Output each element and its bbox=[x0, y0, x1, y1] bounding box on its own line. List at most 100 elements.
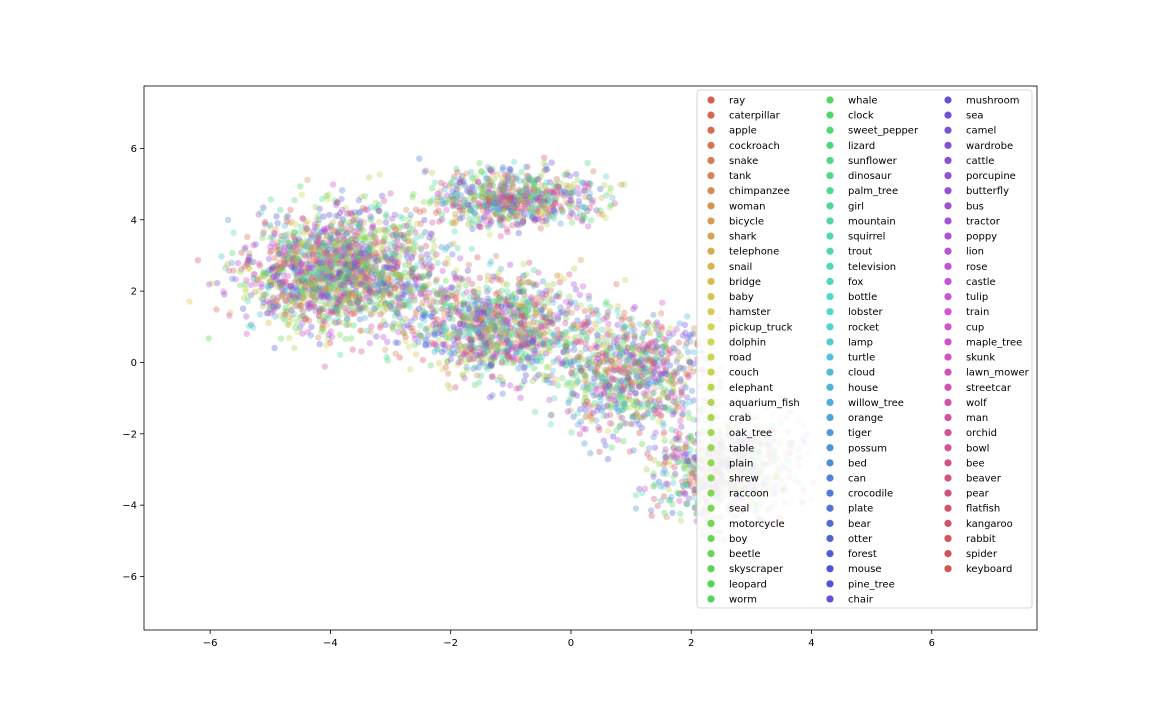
data-point bbox=[365, 266, 372, 274]
data-point bbox=[604, 312, 611, 319]
data-point bbox=[683, 501, 691, 508]
data-point bbox=[417, 322, 424, 329]
data-point bbox=[449, 284, 456, 291]
data-point bbox=[320, 278, 328, 286]
data-point bbox=[281, 311, 288, 318]
data-point bbox=[264, 282, 271, 290]
data-point bbox=[497, 276, 504, 284]
data-point bbox=[638, 424, 645, 431]
data-point bbox=[681, 465, 689, 472]
data-point bbox=[274, 284, 282, 291]
data-point bbox=[326, 265, 333, 272]
data-point bbox=[614, 303, 622, 310]
data-point bbox=[357, 274, 365, 282]
data-point bbox=[335, 318, 342, 326]
data-point bbox=[593, 370, 600, 377]
data-point bbox=[461, 315, 469, 322]
data-point bbox=[250, 271, 258, 278]
data-point bbox=[258, 281, 265, 288]
data-point bbox=[313, 215, 320, 222]
data-point bbox=[313, 223, 321, 230]
data-point bbox=[425, 341, 433, 348]
data-point bbox=[660, 343, 667, 350]
data-point bbox=[595, 351, 602, 359]
data-point bbox=[557, 360, 565, 368]
data-point bbox=[508, 296, 515, 304]
data-point bbox=[421, 309, 428, 316]
data-point bbox=[316, 287, 324, 294]
data-point bbox=[434, 194, 442, 201]
data-point bbox=[335, 310, 342, 317]
data-point bbox=[401, 301, 409, 308]
data-point bbox=[214, 279, 221, 287]
data-point bbox=[451, 341, 458, 348]
data-point bbox=[243, 313, 250, 320]
data-point bbox=[367, 328, 375, 335]
data-point bbox=[654, 349, 661, 356]
data-point bbox=[441, 346, 448, 353]
data-point bbox=[406, 303, 414, 311]
data-point bbox=[670, 368, 677, 376]
data-point bbox=[550, 280, 557, 288]
data-point bbox=[321, 236, 328, 244]
data-point bbox=[489, 341, 497, 348]
data-point bbox=[453, 289, 460, 297]
data-point bbox=[453, 294, 460, 301]
data-point bbox=[500, 181, 507, 188]
data-point bbox=[558, 190, 565, 197]
data-point bbox=[550, 207, 558, 214]
data-point bbox=[608, 374, 616, 382]
data-point bbox=[531, 349, 539, 357]
data-point bbox=[539, 353, 546, 360]
data-point bbox=[653, 319, 661, 326]
data-point bbox=[683, 500, 690, 507]
data-point bbox=[300, 287, 307, 294]
data-point bbox=[456, 215, 463, 222]
data-point bbox=[652, 355, 659, 363]
data-point bbox=[598, 194, 605, 202]
data-point bbox=[361, 314, 369, 322]
data-point bbox=[445, 307, 452, 314]
data-point bbox=[238, 266, 245, 273]
data-point bbox=[552, 200, 559, 207]
data-point bbox=[396, 354, 403, 361]
data-point bbox=[245, 323, 253, 330]
data-point bbox=[358, 240, 366, 248]
data-point bbox=[251, 288, 258, 296]
data-point bbox=[402, 333, 409, 341]
data-point bbox=[290, 240, 298, 248]
data-point bbox=[558, 205, 565, 212]
data-point bbox=[505, 304, 512, 312]
data-point bbox=[671, 346, 679, 353]
data-point bbox=[339, 245, 347, 253]
data-point bbox=[458, 178, 465, 185]
data-point bbox=[349, 248, 357, 255]
data-point bbox=[615, 346, 622, 353]
data-point bbox=[658, 323, 665, 330]
data-point bbox=[644, 450, 651, 457]
data-point bbox=[337, 252, 344, 260]
data-point bbox=[524, 356, 531, 363]
data-point bbox=[486, 198, 493, 205]
data-point bbox=[348, 295, 355, 302]
data-point bbox=[457, 341, 464, 349]
data-point bbox=[581, 440, 588, 447]
data-point bbox=[473, 316, 481, 323]
data-point bbox=[602, 442, 609, 449]
data-point bbox=[657, 371, 664, 378]
data-point bbox=[299, 298, 306, 306]
data-point bbox=[368, 288, 376, 295]
data-point bbox=[327, 267, 335, 274]
data-point bbox=[327, 222, 335, 229]
data-point bbox=[385, 264, 392, 271]
data-point bbox=[256, 262, 264, 269]
data-point bbox=[509, 199, 516, 206]
data-point bbox=[450, 270, 457, 277]
data-point bbox=[354, 306, 362, 313]
data-point bbox=[443, 287, 450, 294]
data-point bbox=[509, 195, 516, 202]
data-point bbox=[571, 265, 578, 272]
data-point bbox=[367, 249, 374, 257]
data-point bbox=[474, 308, 482, 316]
data-point bbox=[359, 327, 366, 334]
